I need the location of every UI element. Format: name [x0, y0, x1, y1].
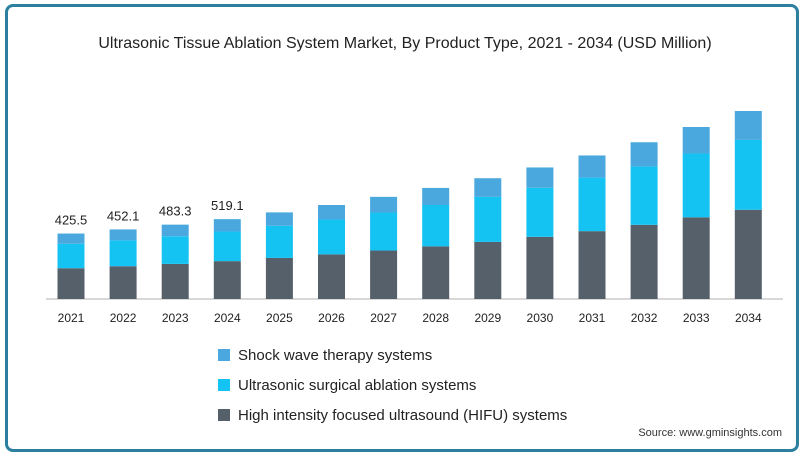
x-tick-label: 2034	[735, 311, 762, 325]
x-tick-label: 2027	[370, 311, 397, 325]
x-tick-label: 2021	[58, 311, 85, 325]
bar-segment-2031-ultrasonic-surgical	[578, 177, 606, 232]
x-tick-label: 2026	[318, 311, 345, 325]
bar-segment-2030-shock-wave	[526, 167, 554, 188]
bar-segment-2033-ultrasonic-surgical	[682, 153, 710, 218]
legend-label: High intensity focused ultrasound (HIFU)…	[238, 407, 567, 424]
x-tick-label: 2028	[422, 311, 449, 325]
source-note: Source: www.gminsights.com	[638, 427, 782, 439]
bar-segment-2024-ultrasonic-surgical	[213, 231, 241, 262]
bar-segment-2029-ultrasonic-surgical	[474, 196, 502, 242]
bar-segment-2027-hifu	[370, 250, 398, 299]
bar-segment-2021-ultrasonic-surgical	[57, 243, 85, 269]
bar-segment-2022-ultrasonic-surgical	[109, 240, 137, 267]
x-tick-label: 2025	[266, 311, 293, 325]
bar-segment-2025-ultrasonic-surgical	[265, 225, 293, 258]
bar-segment-2028-shock-wave	[422, 187, 450, 205]
x-tick-label: 2031	[579, 311, 606, 325]
total-data-label: 519.1	[211, 198, 244, 213]
bar-segment-2032-shock-wave	[630, 142, 658, 167]
bar-segment-2031-hifu	[578, 231, 606, 299]
bar-segment-2023-hifu	[161, 263, 189, 299]
x-tick-label: 2023	[162, 311, 189, 325]
bar-segment-2025-hifu	[265, 257, 293, 299]
total-data-label: 452.1	[107, 208, 140, 223]
bar-segment-2030-hifu	[526, 236, 554, 299]
chart-frame: Ultrasonic Tissue Ablation System Market…	[5, 4, 799, 452]
bar-segment-2024-hifu	[213, 261, 241, 299]
bar-segment-2026-hifu	[318, 254, 345, 299]
bar-segment-2026-ultrasonic-surgical	[318, 219, 345, 255]
stacked-bar-chart: 2021 425.5 2022 452.1 2023 483.3 2024 519.1 2025…	[46, 111, 783, 424]
x-tick-label: 2022	[110, 311, 137, 325]
bar-segment-2034-ultrasonic-surgical	[734, 139, 762, 210]
bar-segment-2031-shock-wave	[578, 155, 606, 178]
bar-segment-2029-shock-wave	[474, 178, 502, 197]
bar-segment-2028-ultrasonic-surgical	[422, 205, 450, 247]
legend-swatch	[218, 379, 230, 391]
bar-segment-2030-ultrasonic-surgical	[526, 187, 554, 237]
bar-segment-2027-shock-wave	[370, 196, 398, 213]
x-tick-label: 2024	[214, 311, 241, 325]
bar-segment-2028-hifu	[422, 246, 450, 299]
bar-segment-2034-hifu	[734, 209, 762, 299]
bar-segment-2022-shock-wave	[109, 229, 137, 241]
bar-segment-2023-shock-wave	[161, 224, 189, 237]
bar-segment-2029-hifu	[474, 241, 502, 299]
total-data-label: 425.5	[55, 213, 88, 228]
x-tick-label: 2032	[631, 311, 658, 325]
total-data-label: 483.3	[159, 204, 192, 219]
legend-swatch	[218, 409, 230, 421]
bar-segment-2021-hifu	[57, 268, 85, 299]
bar-segment-2032-ultrasonic-surgical	[630, 166, 658, 225]
legend-swatch	[218, 349, 230, 361]
legend-label: Ultrasonic surgical ablation systems	[238, 377, 476, 394]
bar-segment-2026-shock-wave	[318, 205, 345, 220]
bar-segment-2025-shock-wave	[265, 212, 293, 226]
bar-segment-2033-shock-wave	[682, 127, 710, 154]
x-tick-label: 2033	[683, 311, 710, 325]
x-tick-label: 2030	[527, 311, 554, 325]
bar-segment-2034-shock-wave	[734, 111, 762, 140]
bar-segment-2021-shock-wave	[57, 233, 85, 244]
bar-segment-2032-hifu	[630, 224, 658, 299]
bar-segment-2033-hifu	[682, 217, 710, 299]
bar-segment-2022-hifu	[109, 266, 137, 299]
chart-title: Ultrasonic Tissue Ablation System Market…	[98, 35, 712, 52]
legend-label: Shock wave therapy systems	[238, 347, 432, 364]
bar-segment-2024-shock-wave	[213, 219, 241, 232]
bar-segment-2027-ultrasonic-surgical	[370, 212, 398, 251]
bar-segment-2023-ultrasonic-surgical	[161, 236, 189, 264]
x-tick-label: 2029	[474, 311, 501, 325]
